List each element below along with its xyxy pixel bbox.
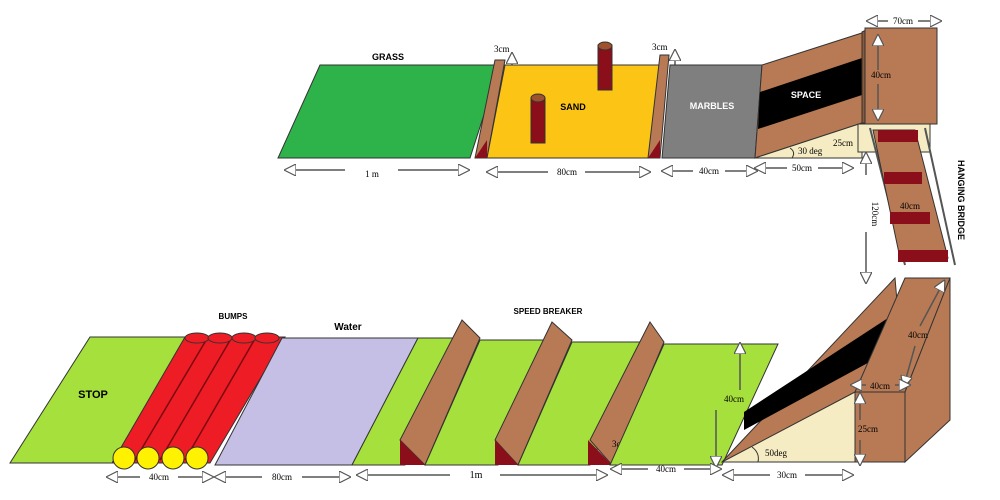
- platform-bottom-height-label: 25cm: [858, 424, 878, 434]
- bumps-label: BUMPS: [219, 312, 249, 321]
- bump-top-4: [254, 332, 280, 344]
- grass-label: GRASS: [372, 52, 404, 62]
- sand-label: SAND: [560, 102, 586, 112]
- stop-label: STOP: [78, 389, 108, 401]
- sand-post-1: [597, 44, 613, 91]
- bridge-plank-2: [884, 172, 922, 184]
- hanging-bridge-label: HANGING BRIDGE: [956, 160, 966, 240]
- water-label: Water: [334, 322, 362, 333]
- speed-section-length-label: 1m: [470, 470, 483, 481]
- space-top-label: SPACE: [791, 90, 821, 100]
- ramp-bottom-base-label: 30cm: [777, 470, 797, 480]
- platform-bottom-depth-arrow-2: [905, 345, 916, 382]
- grass-length-label: 1 m: [365, 169, 379, 179]
- grass-panel: [277, 64, 501, 159]
- bottom-ramp-strip: [744, 318, 888, 430]
- sand-post-1-top: [597, 41, 613, 51]
- bump-divider-2: [159, 336, 233, 461]
- bump-divider-1: [134, 336, 209, 461]
- water-length-label: 80cm: [272, 472, 292, 482]
- speed-breaker-2-shadow: [495, 440, 518, 465]
- flat-bottom-width-label: 40cm: [724, 394, 744, 404]
- platform-bottom-width-label: 40cm: [870, 381, 890, 391]
- speed-breaker-label: SPEED BREAKER: [514, 307, 583, 316]
- marbles-panel: [661, 64, 763, 159]
- bumps-length-label: 40cm: [149, 472, 169, 482]
- bridge-plank-3: [890, 212, 930, 224]
- barrier-2-shadow: [648, 140, 660, 158]
- bump-end-1: [112, 446, 136, 470]
- platform-bottom-depth-arrow: [919, 285, 942, 327]
- barrier-1-shadow: [475, 140, 487, 158]
- ramp-top-base-label: 50cm: [792, 163, 812, 173]
- bump-top-3: [231, 332, 257, 344]
- marbles-label: MARBLES: [690, 101, 735, 111]
- platform-top-width-label: 70cm: [893, 16, 913, 26]
- bump-top-1: [184, 332, 210, 344]
- sand-post-2: [530, 97, 546, 144]
- bump-end-2: [136, 446, 160, 470]
- ramp-top-height-label: 25cm: [833, 138, 853, 148]
- bridge-plank-4: [898, 250, 948, 262]
- bridge-width-label: 40cm: [900, 201, 920, 211]
- marbles-length-label: 40cm: [699, 166, 719, 176]
- top-ramp-strip: [758, 58, 862, 129]
- bridge-length-label: 120cm: [870, 202, 880, 227]
- ramp-bottom-angle-label: 50deg: [765, 448, 787, 458]
- barrier-1-height-label: 3cm: [494, 44, 510, 54]
- flat-bottom-length-label: 40cm: [656, 464, 676, 474]
- platform-bottom-depth-label: 40cm: [908, 330, 928, 340]
- platform-top-depth-label: 40cm: [871, 70, 891, 80]
- bump-end-4: [185, 446, 209, 470]
- bump-divider-3: [184, 336, 257, 461]
- bridge-rail-right: [924, 127, 956, 266]
- bump-top-2: [207, 332, 233, 344]
- speed-breaker-3-shadow: [588, 440, 612, 465]
- bridge-deck: [872, 129, 949, 259]
- barrier-2-height-label: 3cm: [652, 42, 668, 52]
- ramp-top-angle-label: 30 deg: [798, 146, 823, 156]
- bumps-group: [112, 332, 280, 470]
- ramp-top-angle-arc: [789, 147, 795, 159]
- bump-end-3: [161, 446, 185, 470]
- bridge-plank-1: [878, 130, 918, 142]
- speed-breaker-1-shadow: [400, 440, 425, 465]
- sand-post-2-top: [530, 93, 546, 103]
- ramp-bottom-angle-arc: [751, 446, 759, 463]
- sand-length-label: 80cm: [557, 167, 577, 177]
